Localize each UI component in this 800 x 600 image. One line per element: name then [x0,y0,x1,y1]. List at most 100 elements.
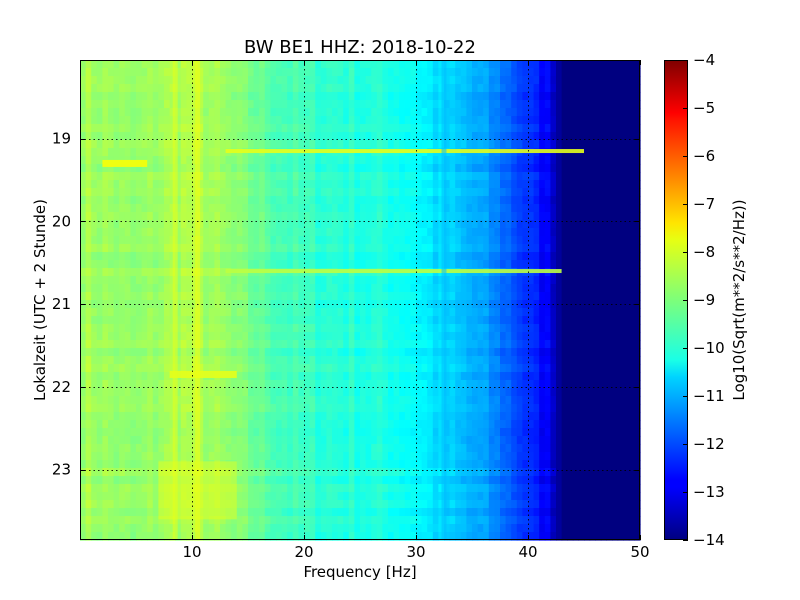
heatmap-cell [410,332,417,341]
heatmap-cell [404,332,411,341]
heatmap-cell [337,388,344,397]
heatmap-cell [516,164,523,173]
heatmap-cell [113,220,120,229]
heatmap-cell [231,348,238,357]
heatmap-cell [225,100,232,109]
heatmap-cell [561,252,568,261]
heatmap-cell [578,124,585,133]
heatmap-cell [556,292,563,301]
heatmap-cell [360,380,367,389]
heatmap-cell [80,196,87,205]
heatmap-cell [276,412,283,421]
heatmap-cell [477,212,484,221]
heatmap-cell [466,252,473,261]
heatmap-cell [516,444,523,453]
heatmap-cell [242,420,249,429]
heatmap-cell [617,252,624,261]
heatmap-cell [253,196,260,205]
heatmap-cell [550,84,557,93]
heatmap-cell [561,140,568,149]
heatmap-cell [572,316,579,325]
heatmap-cell [533,156,540,165]
heatmap-cell [236,156,243,165]
heatmap-cell [421,364,428,373]
heatmap-cell [410,260,417,269]
heatmap-cell [343,140,350,149]
heatmap-cell [410,396,417,405]
heatmap-cell [388,76,395,85]
heatmap-cell [494,372,501,381]
heatmap-cell [320,132,327,141]
heatmap-cell [158,436,165,445]
heatmap-cell [500,292,507,301]
heatmap-cell [488,220,495,229]
heatmap-cell [589,332,596,341]
heatmap-cell [371,380,378,389]
heatmap-cell [550,428,557,437]
heatmap-cell [91,292,98,301]
heatmap-cell [130,164,137,173]
heatmap-cell [421,212,428,221]
heatmap-cell [203,100,210,109]
heatmap-cell [612,180,619,189]
heatmap-cell [578,412,585,421]
heatmap-cell [432,292,439,301]
heatmap-cell [248,220,255,229]
heatmap-cell [253,100,260,109]
heatmap-cell [304,332,311,341]
heatmap-cell [393,124,400,133]
heatmap-cell [483,188,490,197]
heatmap-cell [533,212,540,221]
heatmap-cell [287,300,294,309]
heatmap-cell [427,284,434,293]
heatmap-cell [96,108,103,117]
heatmap-cell [550,436,557,445]
heatmap-cell [455,420,462,429]
heatmap-cell [444,428,451,437]
heatmap-cell [108,292,115,301]
heatmap-cell [623,324,630,333]
heatmap-cell [304,60,311,69]
heatmap-cell [432,84,439,93]
heatmap-cell [348,92,355,101]
heatmap-cell [556,404,563,413]
heatmap-cell [292,92,299,101]
heatmap-cell [600,300,607,309]
heatmap-cell [91,84,98,93]
heatmap-cell [533,68,540,77]
heatmap-cell [130,100,137,109]
heatmap-cell [634,196,641,205]
heatmap-cell [248,388,255,397]
heatmap-cell [141,132,148,141]
heatmap-cell [113,340,120,349]
heatmap-cell [326,404,333,413]
heatmap-cell [617,308,624,317]
heatmap-cell [130,436,137,445]
heatmap-cell [628,428,635,437]
heatmap-cell [298,76,305,85]
heatmap-cell [404,396,411,405]
heatmap-cell [85,260,92,269]
heatmap-cell [197,444,204,453]
heatmap-cell [158,348,165,357]
heatmap-cell [270,116,277,125]
heatmap-cell [270,180,277,189]
heatmap-cell [80,252,87,261]
heatmap-cell [231,204,238,213]
heatmap-cell [567,364,574,373]
heatmap-cell [544,156,551,165]
heatmap-cell [113,140,120,149]
heatmap-cell [376,236,383,245]
heatmap-cell [449,236,456,245]
heatmap-cell [113,172,120,181]
heatmap-cell [141,268,148,277]
heatmap-cell [102,380,109,389]
heatmap-cell [253,172,260,181]
heatmap-cell [505,364,512,373]
heatmap-cell [617,220,624,229]
heatmap-cell [494,364,501,373]
heatmap-cell [354,156,361,165]
heatmap-cell [236,108,243,117]
heatmap-cell [449,324,456,333]
heatmap-cell [432,204,439,213]
